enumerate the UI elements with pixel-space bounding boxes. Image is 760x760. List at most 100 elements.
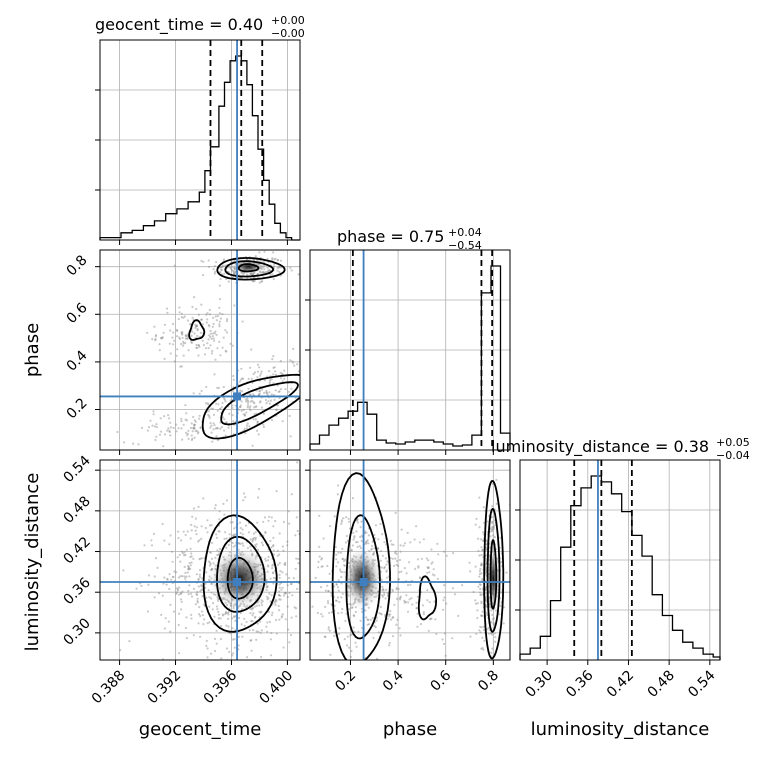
sample-point (341, 607, 344, 611)
contour-line (483, 479, 505, 660)
sample-point (160, 337, 163, 340)
sample-point (241, 533, 244, 536)
sample-point (190, 422, 193, 425)
sample-point (194, 323, 197, 326)
sample-point (408, 598, 411, 601)
sample-point (168, 429, 171, 432)
sample-point (225, 537, 228, 540)
sample-point (179, 592, 182, 595)
sample-point (308, 549, 310, 551)
sample-point (397, 578, 400, 581)
xlabel-geocent-time: geocent_time (139, 719, 262, 740)
sample-point (405, 572, 408, 575)
sample-point (197, 344, 200, 347)
sample-point (200, 525, 203, 528)
sample-point (227, 625, 230, 628)
sample-point (367, 618, 370, 622)
histogram-bar (269, 204, 275, 240)
sample-point (182, 342, 185, 345)
sample-point (386, 617, 389, 621)
sample-point (272, 278, 275, 281)
sample-point (263, 516, 267, 519)
sample-point (328, 525, 332, 528)
sample-point (355, 541, 358, 544)
sample-point (341, 558, 345, 561)
sample-point (202, 497, 205, 500)
sample-point (399, 596, 402, 600)
sample-point (257, 393, 261, 396)
sample-point (289, 583, 292, 586)
sample-point (189, 567, 192, 571)
sample-point (210, 652, 213, 655)
sample-point (265, 391, 268, 394)
sample-point (346, 635, 349, 638)
sample-point (270, 418, 274, 422)
sample-point (297, 557, 300, 561)
sample-point (195, 533, 198, 536)
sample-point (335, 553, 338, 556)
sample-point (327, 589, 330, 593)
sample-point (476, 616, 479, 620)
sample-point (265, 271, 268, 274)
sample-point (195, 573, 198, 576)
sample-point (184, 334, 187, 337)
sample-point (338, 627, 341, 630)
sample-point (193, 423, 196, 426)
histogram-bar (219, 106, 225, 240)
sample-point (243, 492, 246, 495)
sample-point (320, 558, 323, 561)
sample-point (250, 377, 253, 380)
sample-point (499, 536, 502, 540)
sample-point (311, 605, 314, 608)
sample-point (251, 614, 254, 617)
sample-point (231, 534, 234, 537)
sample-point (192, 415, 195, 419)
sample-point (256, 420, 259, 423)
sample-point (215, 642, 218, 645)
sample-point (197, 578, 200, 582)
sample-point (262, 412, 265, 415)
histogram-bar (396, 444, 406, 450)
sample-point (336, 666, 338, 668)
sample-point (499, 604, 502, 608)
sample-point (195, 526, 198, 529)
sample-point (218, 325, 221, 328)
sample-point (295, 615, 298, 618)
sample-point (329, 653, 332, 656)
sample-point (212, 337, 215, 340)
sample-point (406, 584, 410, 587)
sample-point (181, 336, 184, 339)
sample-point (229, 521, 232, 524)
sample-point (179, 365, 182, 368)
sample-point (206, 519, 209, 522)
tick-label-x: 0.36 (563, 667, 596, 700)
sample-point (228, 650, 231, 654)
sample-point (280, 588, 283, 591)
sample-point (195, 324, 199, 327)
sample-point (196, 329, 199, 332)
sample-point (307, 525, 309, 527)
sample-point (416, 612, 419, 615)
sample-point (326, 600, 330, 603)
contour-line (220, 381, 299, 426)
sample-point (172, 331, 175, 334)
sample-point (301, 555, 303, 557)
tick-label-x: 0.400 (257, 668, 297, 708)
sample-point (242, 413, 245, 416)
sample-point (271, 273, 274, 276)
sample-point (297, 370, 300, 373)
sample-point (270, 631, 273, 635)
contour-line (237, 263, 260, 273)
sample-point (173, 339, 176, 342)
contour-line (188, 319, 206, 341)
sample-point (343, 638, 346, 641)
contour-line (489, 539, 498, 610)
histogram-bar (642, 556, 652, 660)
sample-point (274, 519, 277, 523)
sample-point (249, 393, 252, 396)
sample-point (200, 318, 204, 321)
sample-point (244, 496, 247, 499)
sample-point (167, 620, 170, 623)
sample-point (199, 318, 203, 321)
sample-point (215, 333, 218, 336)
